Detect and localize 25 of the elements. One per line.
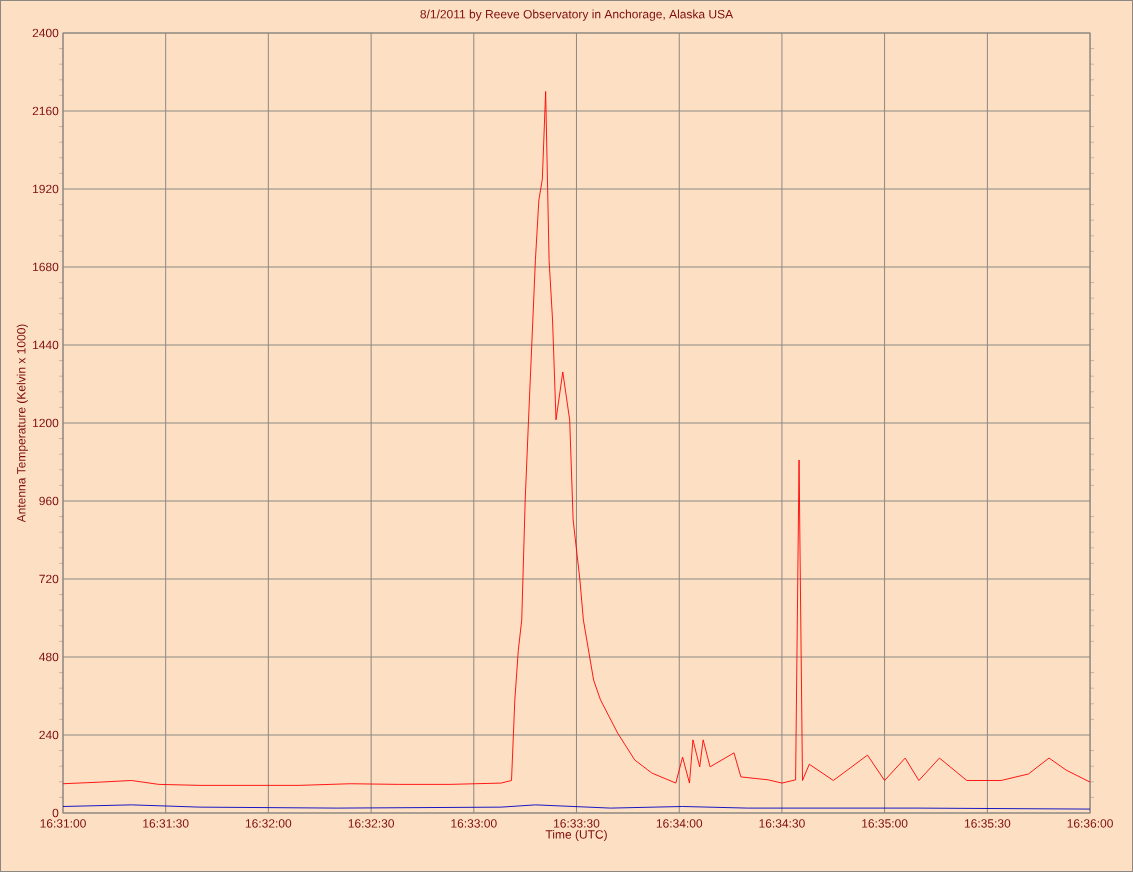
y-tick-label: 1920 <box>33 184 59 194</box>
y-tick-label: 480 <box>39 652 59 662</box>
x-axis-title: Time (UTC) <box>545 829 607 842</box>
y-tick-label: 960 <box>39 496 59 506</box>
y-tick-label: 2160 <box>32 106 59 116</box>
x-tick-label: 16:34:00 <box>656 819 703 828</box>
y-tick-label: 720 <box>39 574 59 584</box>
y-tick-label: 1440 <box>33 340 59 350</box>
x-tick-label: 16:34:30 <box>759 819 805 828</box>
x-tick-label: 16:33:30 <box>554 819 600 828</box>
y-tick-label: 2400 <box>32 28 59 38</box>
y-tick-label: 1200 <box>33 418 59 428</box>
y-tick-label: 0 <box>52 808 59 818</box>
x-tick-label: 16:33:00 <box>451 819 497 828</box>
y-tick-label: 240 <box>39 730 59 740</box>
x-tick-label: 16:35:00 <box>862 819 908 828</box>
x-tick-label: 16:32:00 <box>245 819 292 828</box>
y-axis-title: Antenna Temperature (Kelvin x 1000) <box>16 324 28 523</box>
x-tick-label: 16:32:30 <box>348 819 395 828</box>
x-tick-label: 16:35:30 <box>964 819 1011 828</box>
x-tick-label: 16:31:00 <box>40 819 86 828</box>
x-tick-label: 16:36:00 <box>1067 819 1113 828</box>
x-tick-label: 16:31:30 <box>143 819 189 828</box>
chart-title: 8/1/2011 by Reeve Observatory in Anchorage, Alaska USA <box>420 9 734 21</box>
y-tick-label: 1680 <box>33 262 59 272</box>
